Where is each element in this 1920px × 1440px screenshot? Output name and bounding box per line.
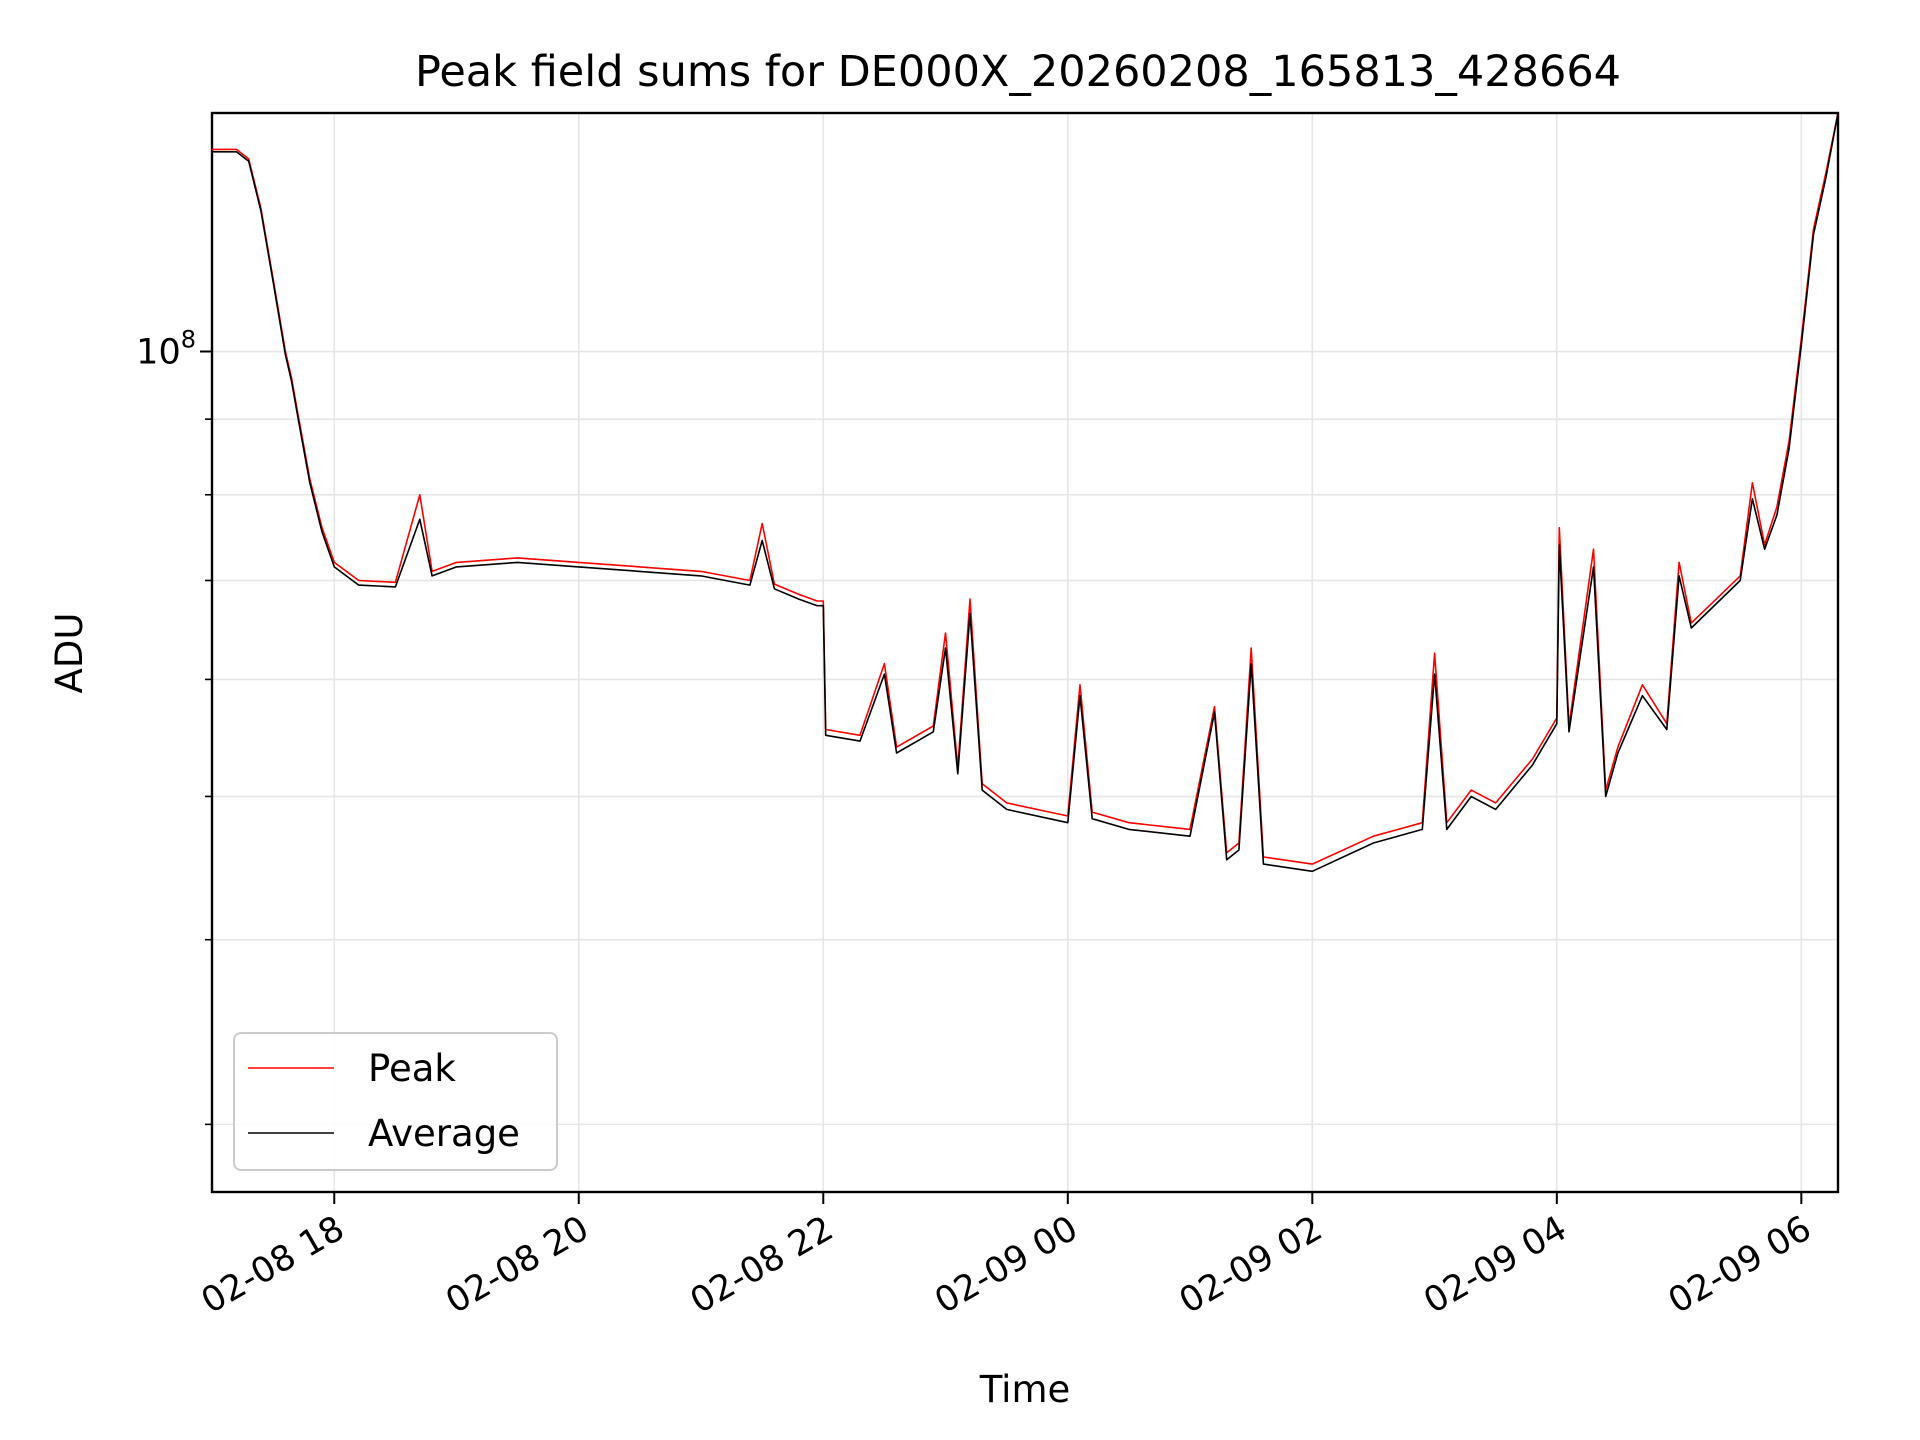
plot-area: [210, 111, 1840, 1194]
x-tick-label: 02-09 04: [1417, 1209, 1573, 1322]
y-axis-label: ADU: [48, 613, 91, 694]
x-tick-label: 02-09 00: [928, 1209, 1084, 1322]
axis-ticks: 02-08 18 02-08 20 02-08 22 02-09 00 02-09 02…: [136, 326, 1818, 1322]
x-tick-label: 02-08 18: [195, 1209, 351, 1322]
x-tick-label: 02-09 06: [1662, 1209, 1818, 1322]
x-axis-label: Time: [979, 1368, 1071, 1411]
y-tick-label: 108: [136, 326, 196, 373]
series-line-peak: [212, 112, 1839, 865]
series-line-average: [212, 112, 1839, 873]
x-tick-label: 02-08 20: [439, 1209, 595, 1322]
legend-average-label: Average: [368, 1112, 520, 1155]
x-tick-label: 02-08 22: [684, 1209, 840, 1322]
legend: Peak Average: [233, 1032, 558, 1171]
series-layer: [212, 112, 1839, 873]
x-tick-label: 02-09 02: [1173, 1209, 1329, 1322]
legend-peak-label: Peak: [368, 1047, 456, 1090]
grid: [212, 113, 1838, 1192]
chart-title: Peak field sums for DE000X_20260208_1658…: [415, 47, 1621, 97]
